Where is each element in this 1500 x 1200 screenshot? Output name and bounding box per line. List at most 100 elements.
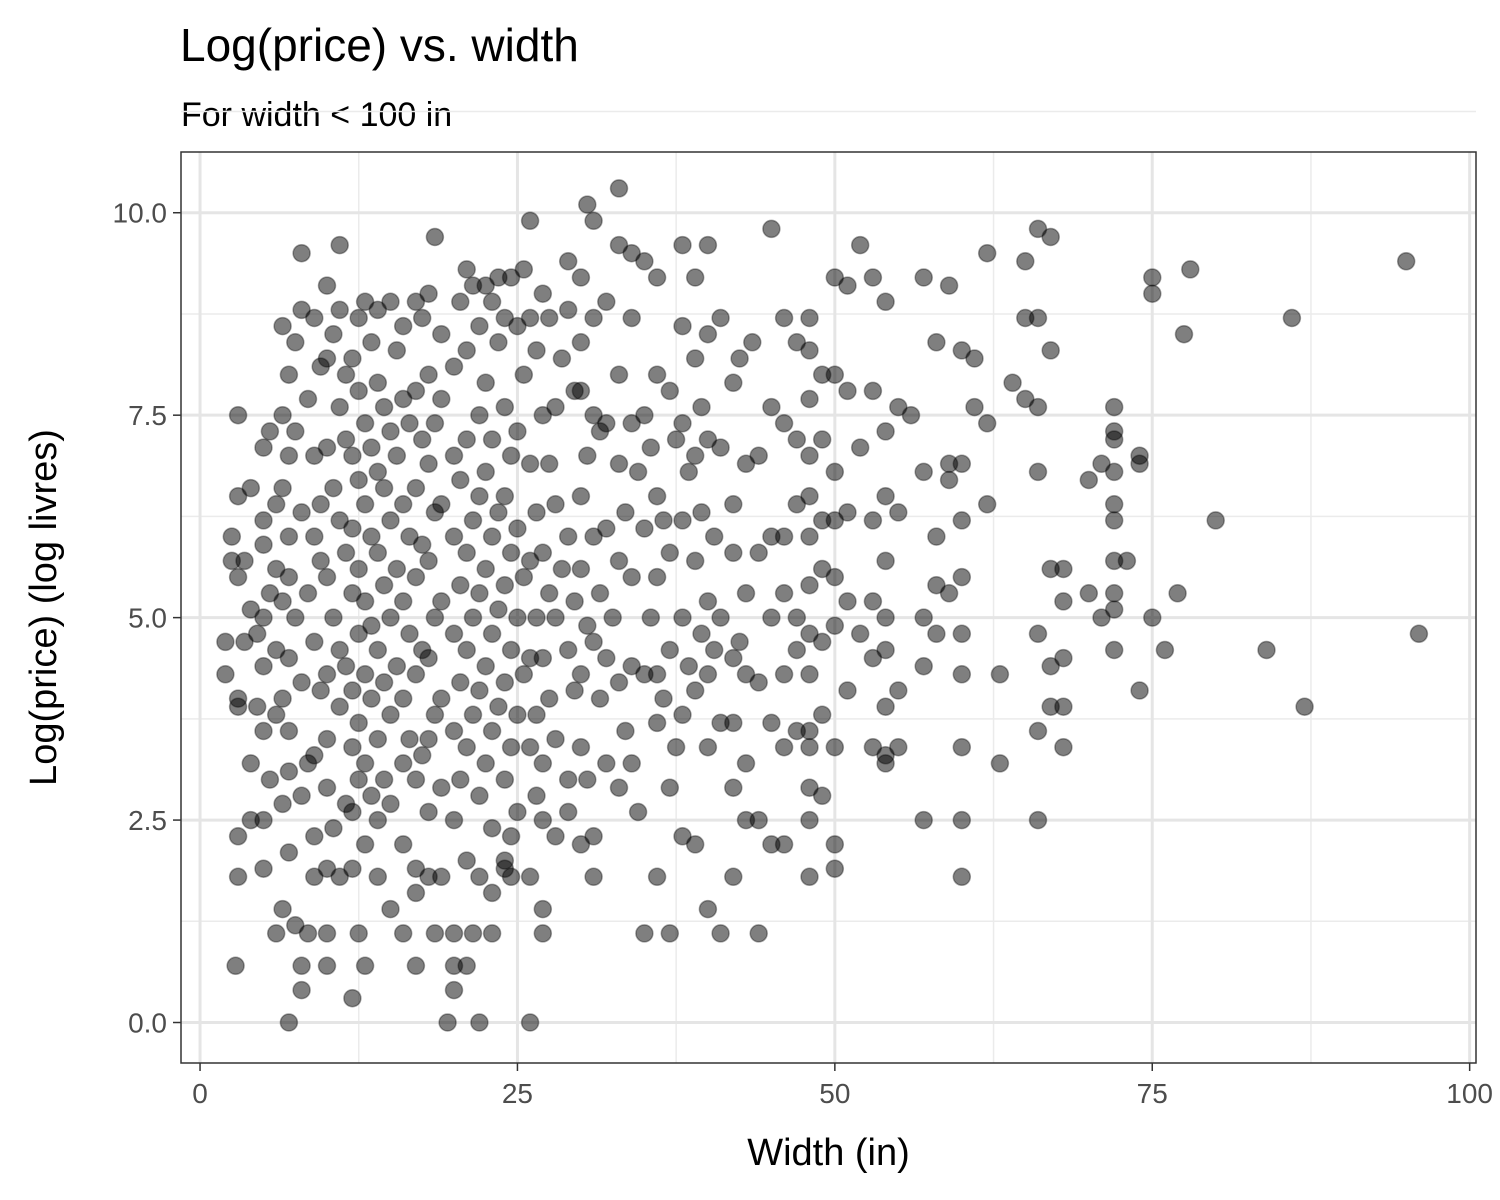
data-point xyxy=(647,867,667,887)
data-point xyxy=(406,381,426,401)
data-point xyxy=(584,405,603,425)
data-point xyxy=(578,195,597,214)
data-point xyxy=(635,519,654,538)
data-point xyxy=(374,397,394,417)
data-point xyxy=(463,924,483,943)
data-point xyxy=(635,924,654,943)
data-point xyxy=(1104,495,1124,514)
data-point xyxy=(673,316,692,336)
data-point xyxy=(362,616,381,635)
data-point xyxy=(825,859,845,878)
data-point xyxy=(952,624,972,644)
data-point xyxy=(914,268,933,287)
data-point xyxy=(889,681,908,700)
data-point xyxy=(743,333,762,352)
data-point xyxy=(927,333,946,352)
data-point xyxy=(825,616,845,635)
data-point xyxy=(451,292,470,312)
data-point xyxy=(235,632,254,652)
data-point xyxy=(292,243,311,263)
data-point xyxy=(616,721,635,741)
data-point xyxy=(393,754,413,773)
data-point xyxy=(235,551,254,571)
data-point xyxy=(800,665,819,684)
data-point xyxy=(952,341,972,360)
data-point xyxy=(292,980,311,1000)
data-point xyxy=(305,527,324,546)
data-point xyxy=(419,365,438,384)
data-point xyxy=(965,349,984,368)
data-point xyxy=(457,543,476,563)
data-point xyxy=(336,543,356,563)
data-point xyxy=(546,827,565,846)
data-point xyxy=(1117,551,1137,571)
data-point xyxy=(419,454,438,474)
data-point xyxy=(495,673,515,692)
data-point xyxy=(647,365,667,384)
data-point xyxy=(1028,308,1048,328)
data-point xyxy=(533,648,553,668)
data-point xyxy=(654,511,673,530)
data-point xyxy=(247,624,267,644)
data-point xyxy=(501,737,521,757)
data-point xyxy=(400,527,419,546)
data-point xyxy=(666,430,686,449)
data-point xyxy=(273,592,292,611)
data-point xyxy=(228,486,248,506)
data-point xyxy=(317,859,337,878)
data-point xyxy=(412,308,432,328)
data-point xyxy=(711,924,730,943)
data-point xyxy=(470,786,489,806)
data-point xyxy=(279,1013,299,1032)
data-point xyxy=(254,511,273,530)
data-point xyxy=(260,422,280,441)
data-point xyxy=(685,835,705,854)
data-point xyxy=(514,665,534,684)
data-point xyxy=(533,754,553,773)
data-point xyxy=(495,575,515,595)
data-point xyxy=(609,551,629,571)
data-point xyxy=(578,616,597,635)
data-point xyxy=(622,414,641,433)
data-point xyxy=(736,754,756,773)
data-point xyxy=(800,810,819,830)
data-point xyxy=(927,575,946,595)
data-point xyxy=(273,405,292,425)
data-point xyxy=(482,883,502,903)
data-point xyxy=(977,414,997,433)
data-point xyxy=(520,454,540,474)
data-point xyxy=(1028,219,1048,239)
data-point xyxy=(279,527,299,546)
x-tick-label: 50 xyxy=(819,1078,850,1109)
data-point xyxy=(476,462,495,482)
data-point xyxy=(457,430,476,449)
data-point xyxy=(349,470,368,490)
data-point xyxy=(470,316,489,336)
data-point xyxy=(679,656,699,676)
data-point xyxy=(685,446,705,465)
data-point xyxy=(279,762,299,781)
y-tick-label: 2.5 xyxy=(128,805,167,836)
data-point xyxy=(800,778,819,797)
data-point xyxy=(724,373,743,393)
data-point xyxy=(362,438,381,457)
data-point xyxy=(241,600,261,619)
data-point xyxy=(660,778,680,797)
data-point xyxy=(990,665,1010,684)
data-point xyxy=(368,640,388,660)
data-point xyxy=(362,689,381,708)
y-tick-label: 0.0 xyxy=(128,1008,167,1039)
x-tick-label: 100 xyxy=(1446,1078,1493,1109)
data-point xyxy=(546,729,565,749)
data-point xyxy=(495,770,515,789)
data-point xyxy=(558,802,578,822)
data-point xyxy=(520,211,540,231)
data-point xyxy=(825,737,845,757)
data-point xyxy=(1028,810,1048,830)
data-point xyxy=(863,381,883,401)
data-point xyxy=(1104,600,1124,619)
data-point xyxy=(889,397,908,417)
data-point xyxy=(463,608,483,627)
data-point xyxy=(387,341,407,360)
data-point xyxy=(749,924,768,943)
